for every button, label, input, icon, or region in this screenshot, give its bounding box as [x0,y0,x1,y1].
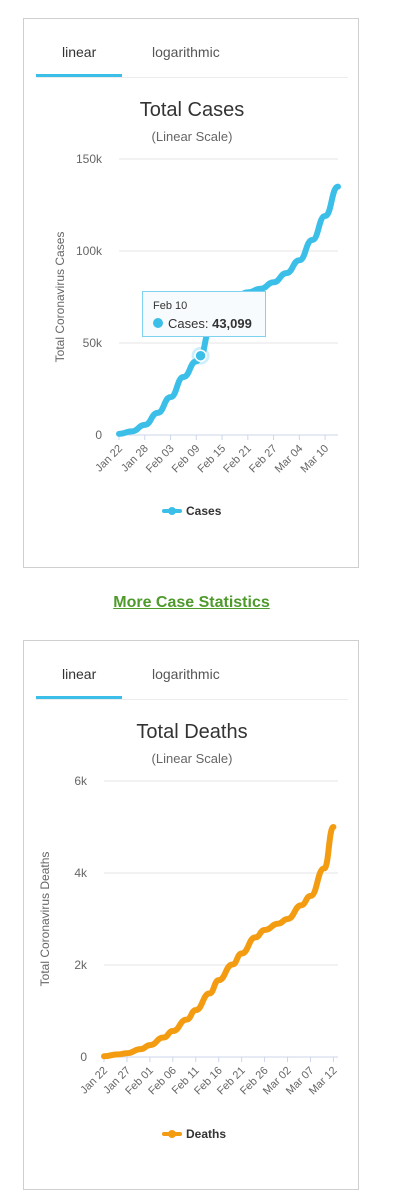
y-tick-label: 6k [74,774,88,788]
x-tick-label: Feb 15 [195,443,228,476]
chart-tooltip: Feb 10 Cases: 43,099 [142,291,266,337]
deaths-chart-card: linear logarithmic Total Deaths (Linear … [23,640,359,1190]
deaths-scale-tabs: linear logarithmic [36,641,348,700]
active-tab-indicator [36,696,122,699]
cases-chart-card: linear logarithmic Total Cases (Linear S… [23,18,359,568]
y-tick-label: 2k [74,958,88,972]
active-tab-indicator [36,74,122,77]
x-tick-label: Feb 21 [221,443,254,476]
chart-subtitle: (Linear Scale) [151,751,233,766]
tooltip-label: Cases: 43,099 [168,316,252,331]
tooltip-series-name: Cases [168,316,205,331]
tab-logarithmic[interactable]: logarithmic [152,44,220,60]
legend-marker [168,507,176,515]
cases-line-chart[interactable]: 0 50k 100k 150k Total Coronavirus Cases Jan 2… [24,19,360,569]
legend-label: Cases [186,504,222,518]
x-tick-label: Feb 27 [247,443,280,476]
chart-title: Total Cases [139,99,245,121]
tooltip-date: Feb 10 [153,300,188,312]
y-tick-label: 100k [76,244,103,258]
tab-linear[interactable]: linear [62,666,97,682]
legend-label: Deaths [186,1127,226,1141]
legend-marker [168,1130,176,1138]
cases-scale-tabs: linear logarithmic [36,19,348,78]
chart-title: Total Deaths [136,721,248,743]
y-axis-label: Total Coronavirus Deaths [38,852,52,987]
tab-logarithmic[interactable]: logarithmic [152,666,220,682]
x-tick-label: Mar 10 [299,443,332,476]
x-tick-label: Jan 22 [93,443,125,475]
x-tick-label: Feb 03 [144,443,177,476]
tab-linear[interactable]: linear [62,44,97,60]
tooltip-series-marker [153,318,163,328]
y-tick-label: 4k [74,866,88,880]
y-tick-label: 0 [95,428,102,442]
y-tick-label: 0 [80,1050,87,1064]
x-tick-label: Feb 09 [170,443,203,476]
hover-point [194,349,207,362]
more-case-statistics-link[interactable]: More Case Statistics [113,594,270,611]
tooltip-value: 43,099 [212,316,252,331]
series-line-deaths [101,824,337,1060]
y-tick-label: 50k [83,336,103,350]
y-tick-label: 150k [76,152,103,166]
y-axis-label: Total Coronavirus Cases [53,232,67,363]
x-tick-label: Mar 04 [273,443,306,476]
chart-subtitle: (Linear Scale) [151,129,233,144]
